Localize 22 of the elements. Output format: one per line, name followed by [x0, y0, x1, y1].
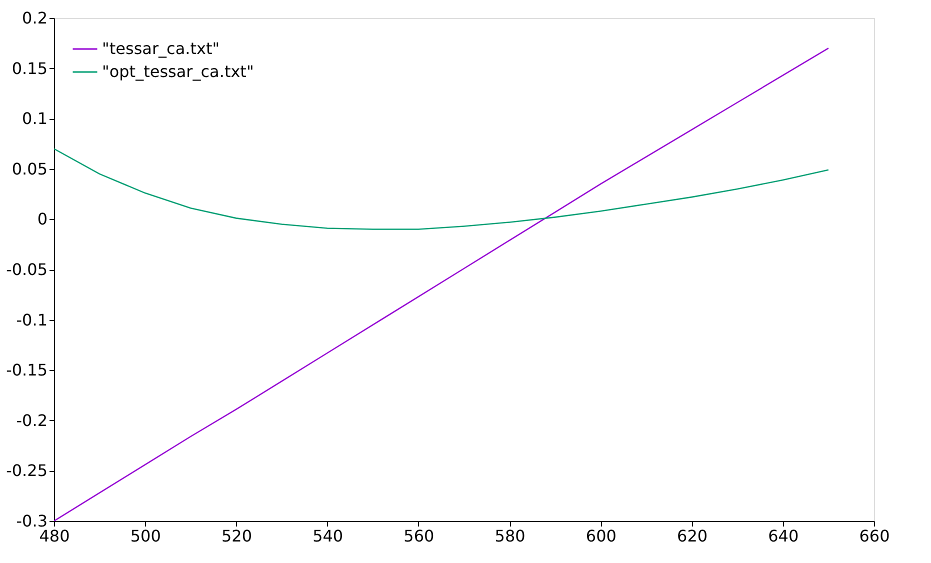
y-tick-label: 0: [37, 210, 48, 229]
y-tick-label: -0.1: [16, 310, 48, 330]
y-tick-label: -0.15: [6, 360, 48, 380]
y-tick-label: -0.05: [6, 260, 48, 279]
line-series: [54, 148, 830, 230]
x-tick-label: 620: [677, 526, 708, 546]
y-tick-label: 0.15: [12, 58, 48, 78]
legend-label: "tessar_ca.txt": [102, 39, 220, 58]
x-tick-label: 560: [404, 526, 434, 546]
x-tick-label: 520: [221, 526, 252, 546]
y-tick-label: 0.1: [22, 109, 48, 128]
x-tick-label: 640: [768, 526, 799, 546]
x-tick-label: 600: [586, 526, 616, 546]
x-tick-label: 660: [859, 526, 890, 546]
y-tick-label: -0.25: [6, 461, 48, 480]
x-tick-label: 540: [312, 526, 344, 546]
x-tick-label: 580: [494, 526, 526, 546]
y-tick-label: 0.05: [12, 159, 48, 178]
y-tick-label: 0.2: [22, 8, 48, 28]
legend-label: "opt_tessar_ca.txt": [102, 62, 254, 81]
x-tick-label: 500: [130, 526, 161, 546]
y-tick-label: -0.2: [16, 410, 48, 430]
